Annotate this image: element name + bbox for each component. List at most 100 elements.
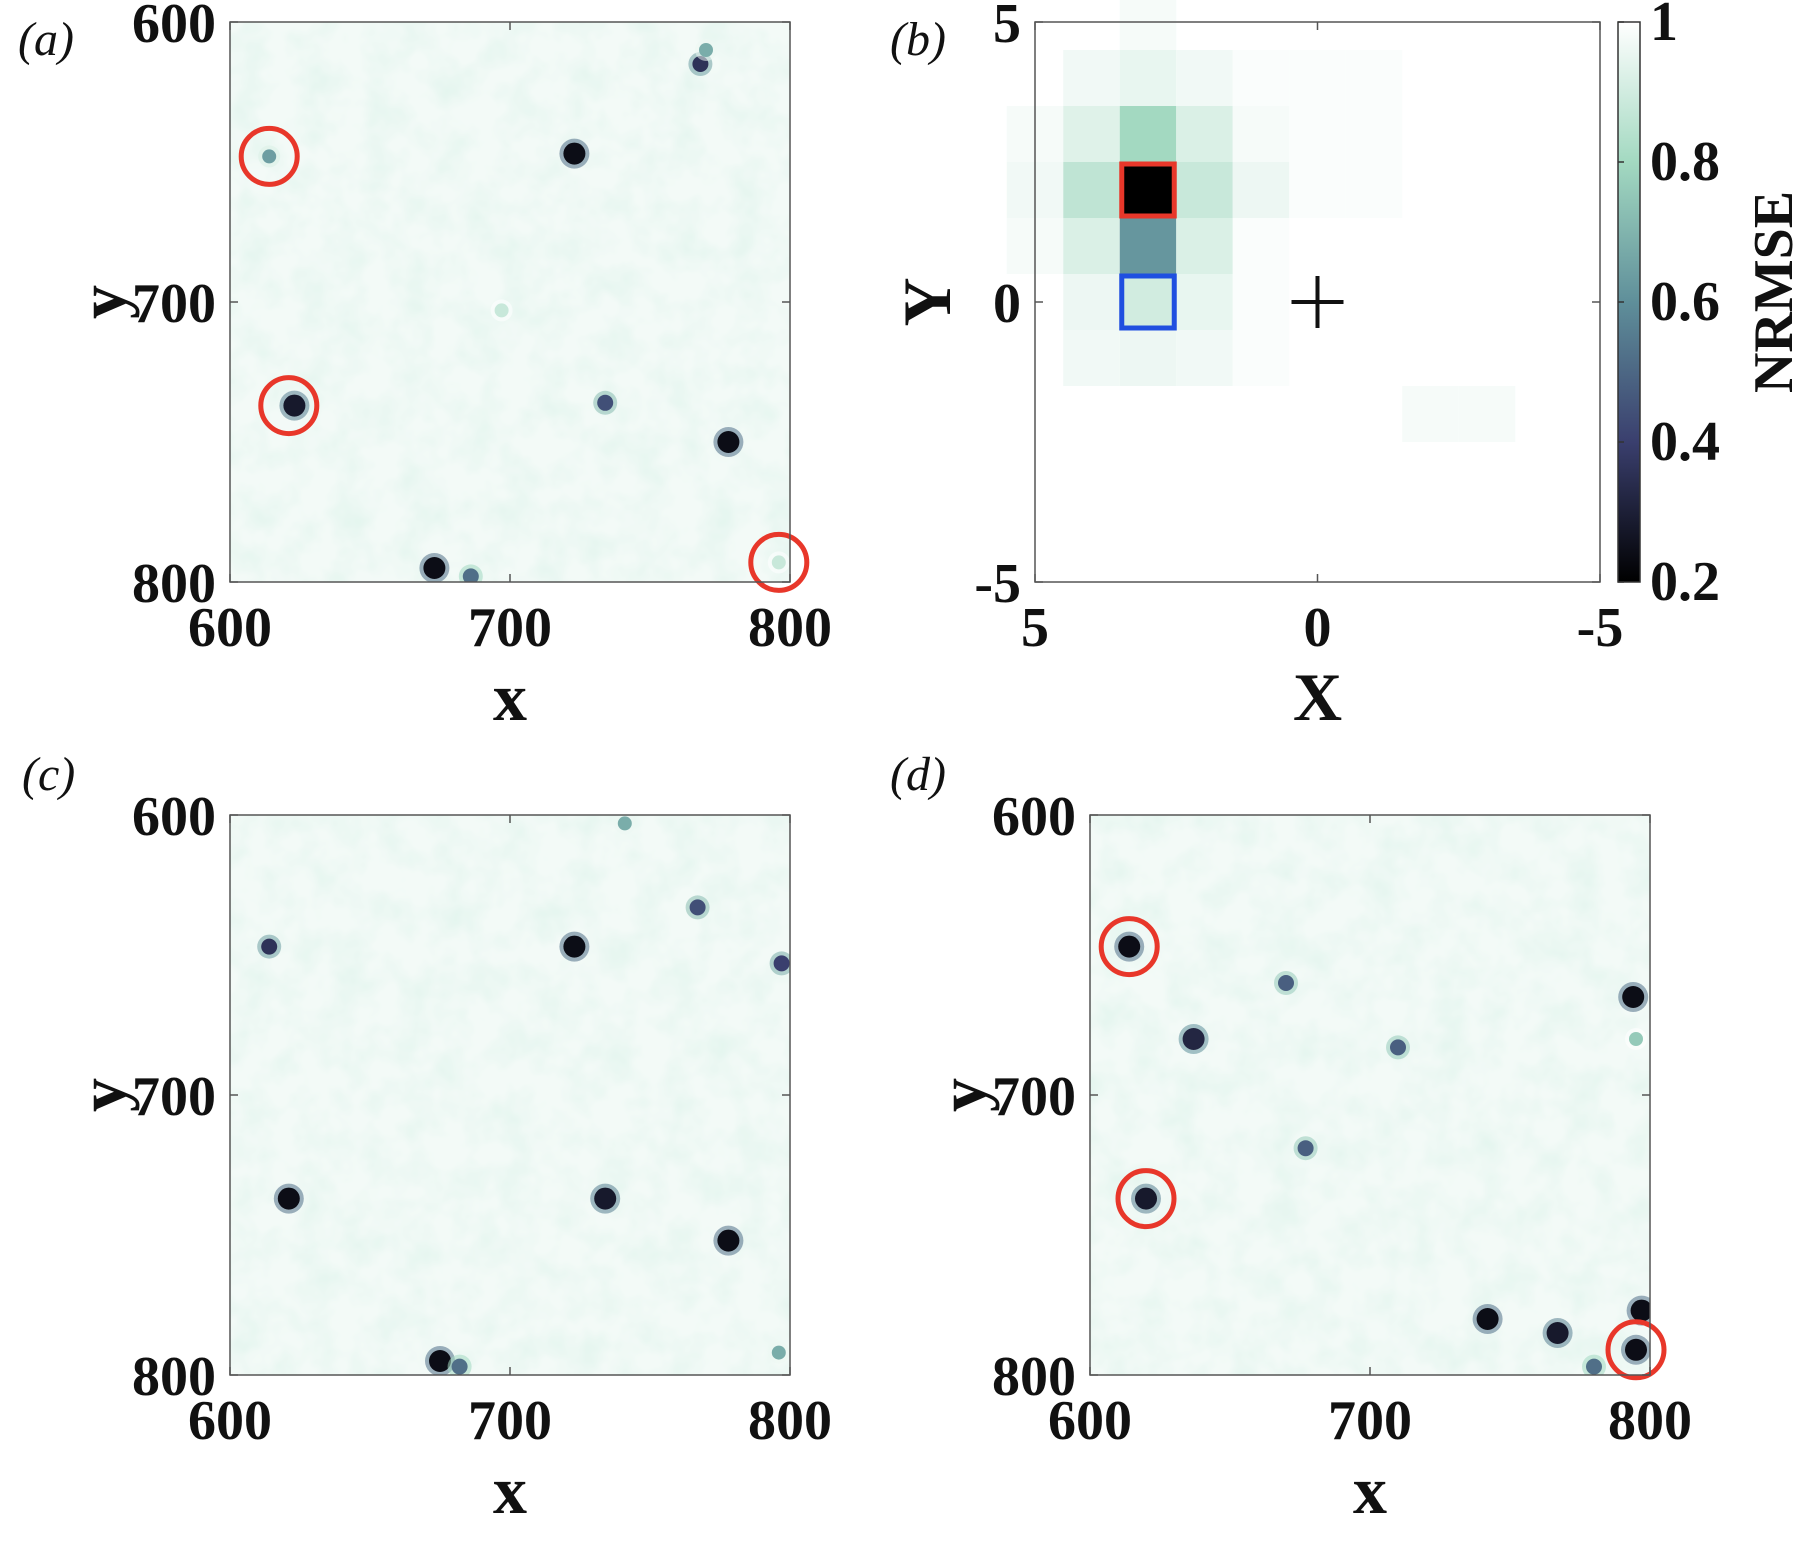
heatmap-cell bbox=[1289, 162, 1346, 218]
heatmap-cell bbox=[1345, 162, 1403, 218]
y-tick-label: 5 bbox=[993, 0, 1021, 55]
particle bbox=[1546, 1322, 1569, 1344]
heatmap-cell bbox=[1063, 106, 1120, 162]
particle bbox=[1390, 1039, 1406, 1056]
panel-label: (c) bbox=[22, 748, 75, 801]
highlight-circle bbox=[1605, 1319, 1667, 1381]
heatmap-cell bbox=[1119, 0, 1177, 50]
particle bbox=[771, 1345, 786, 1360]
x-tick-label: -5 bbox=[1577, 597, 1624, 659]
particle bbox=[1586, 1358, 1602, 1375]
particles bbox=[258, 39, 790, 582]
heatmap-cell bbox=[1289, 106, 1346, 162]
heatmap-cell bbox=[1176, 106, 1233, 162]
x-tick-label: 5 bbox=[1021, 597, 1049, 659]
particles bbox=[1114, 931, 1650, 1375]
x-tick-label: 800 bbox=[748, 1390, 832, 1452]
particle bbox=[771, 555, 786, 570]
background-texture bbox=[1090, 815, 1650, 1375]
x-tick-label: 600 bbox=[188, 1390, 272, 1452]
y-tick-label: 800 bbox=[992, 1346, 1076, 1408]
y-axis-label: y bbox=[924, 1078, 1000, 1112]
x-tick-label: 600 bbox=[188, 597, 272, 659]
y-tick-label: 700 bbox=[992, 1066, 1076, 1128]
particle bbox=[262, 149, 277, 164]
colorbar-tick-label: 0.8 bbox=[1650, 131, 1720, 193]
particle bbox=[1135, 1187, 1157, 1210]
panel-label: (a) bbox=[18, 13, 74, 66]
particle bbox=[423, 557, 446, 579]
particle bbox=[1630, 1299, 1650, 1322]
highlight-circle bbox=[748, 531, 810, 593]
particle bbox=[429, 1350, 451, 1372]
heatmap-cell bbox=[1232, 106, 1290, 162]
x-tick-label: 700 bbox=[468, 1390, 552, 1452]
particle bbox=[261, 938, 278, 955]
heatmap-cell bbox=[1345, 106, 1403, 162]
colorbar-tick-label: 0.6 bbox=[1650, 271, 1720, 333]
heatmap-cell bbox=[1119, 162, 1177, 218]
x-tick-label: 700 bbox=[468, 597, 552, 659]
heatmap-cell bbox=[1289, 50, 1346, 106]
particle bbox=[563, 142, 586, 165]
y-axis-label: y bbox=[64, 1078, 140, 1112]
heatmap-cell bbox=[1176, 162, 1233, 218]
y-tick-label: 800 bbox=[132, 1346, 216, 1408]
y-tick-label: 600 bbox=[132, 0, 216, 55]
heatmap-cell bbox=[1232, 274, 1290, 330]
heatmap-cell bbox=[1063, 330, 1120, 386]
x-tick-label: 0 bbox=[1304, 597, 1332, 659]
heatmap-cell bbox=[1402, 386, 1459, 442]
particle bbox=[462, 568, 479, 582]
particle bbox=[1629, 1032, 1643, 1046]
x-axis-label: x bbox=[1353, 1452, 1387, 1528]
heatmap-cell bbox=[1232, 162, 1290, 218]
particle bbox=[494, 303, 509, 318]
x-tick-label: 800 bbox=[748, 597, 832, 659]
heatmap-cell bbox=[1232, 218, 1290, 274]
panel-label: (b) bbox=[890, 13, 946, 66]
x-axis-label: x bbox=[493, 1452, 527, 1528]
x-axis-label: x bbox=[493, 659, 527, 735]
heatmap-cell bbox=[1176, 218, 1233, 274]
particle bbox=[699, 43, 713, 57]
heatmap-cell bbox=[1345, 50, 1403, 106]
particles bbox=[257, 815, 790, 1375]
heatmap-cell bbox=[1063, 218, 1120, 274]
particle bbox=[717, 431, 740, 453]
highlight-circle bbox=[1115, 1168, 1177, 1230]
particle bbox=[1625, 1338, 1647, 1361]
panel-label: (d) bbox=[890, 748, 946, 801]
y-tick-label: 700 bbox=[132, 1066, 216, 1128]
y-axis-label: Y bbox=[889, 277, 965, 326]
colorbar-label: NRMSE bbox=[1743, 191, 1800, 393]
particle bbox=[1297, 1140, 1314, 1157]
heatmap-cell bbox=[1176, 274, 1233, 330]
particle bbox=[1182, 1028, 1205, 1050]
particle bbox=[1118, 935, 1141, 958]
colorbar-tick-label: 1 bbox=[1650, 0, 1678, 53]
heatmap-cell bbox=[1119, 50, 1177, 106]
particle bbox=[773, 955, 790, 972]
heatmap-cell bbox=[1458, 386, 1516, 442]
y-tick-label: 0 bbox=[993, 273, 1021, 335]
y-tick-label: 600 bbox=[132, 786, 216, 848]
x-axis-label: X bbox=[1293, 659, 1342, 735]
heatmap-cell bbox=[1232, 330, 1290, 386]
heatmap-cell bbox=[1063, 274, 1120, 330]
heatmap-cell bbox=[1176, 50, 1233, 106]
y-tick-label: -5 bbox=[974, 553, 1021, 615]
particle bbox=[717, 1229, 740, 1252]
particle bbox=[283, 394, 306, 417]
x-tick-label: 800 bbox=[1608, 1390, 1692, 1452]
y-tick-label: 800 bbox=[132, 553, 216, 615]
particle bbox=[689, 899, 706, 916]
particle bbox=[277, 1187, 300, 1210]
colorbar-tick-label: 0.2 bbox=[1650, 551, 1720, 613]
heatmap-cell bbox=[1063, 162, 1120, 218]
